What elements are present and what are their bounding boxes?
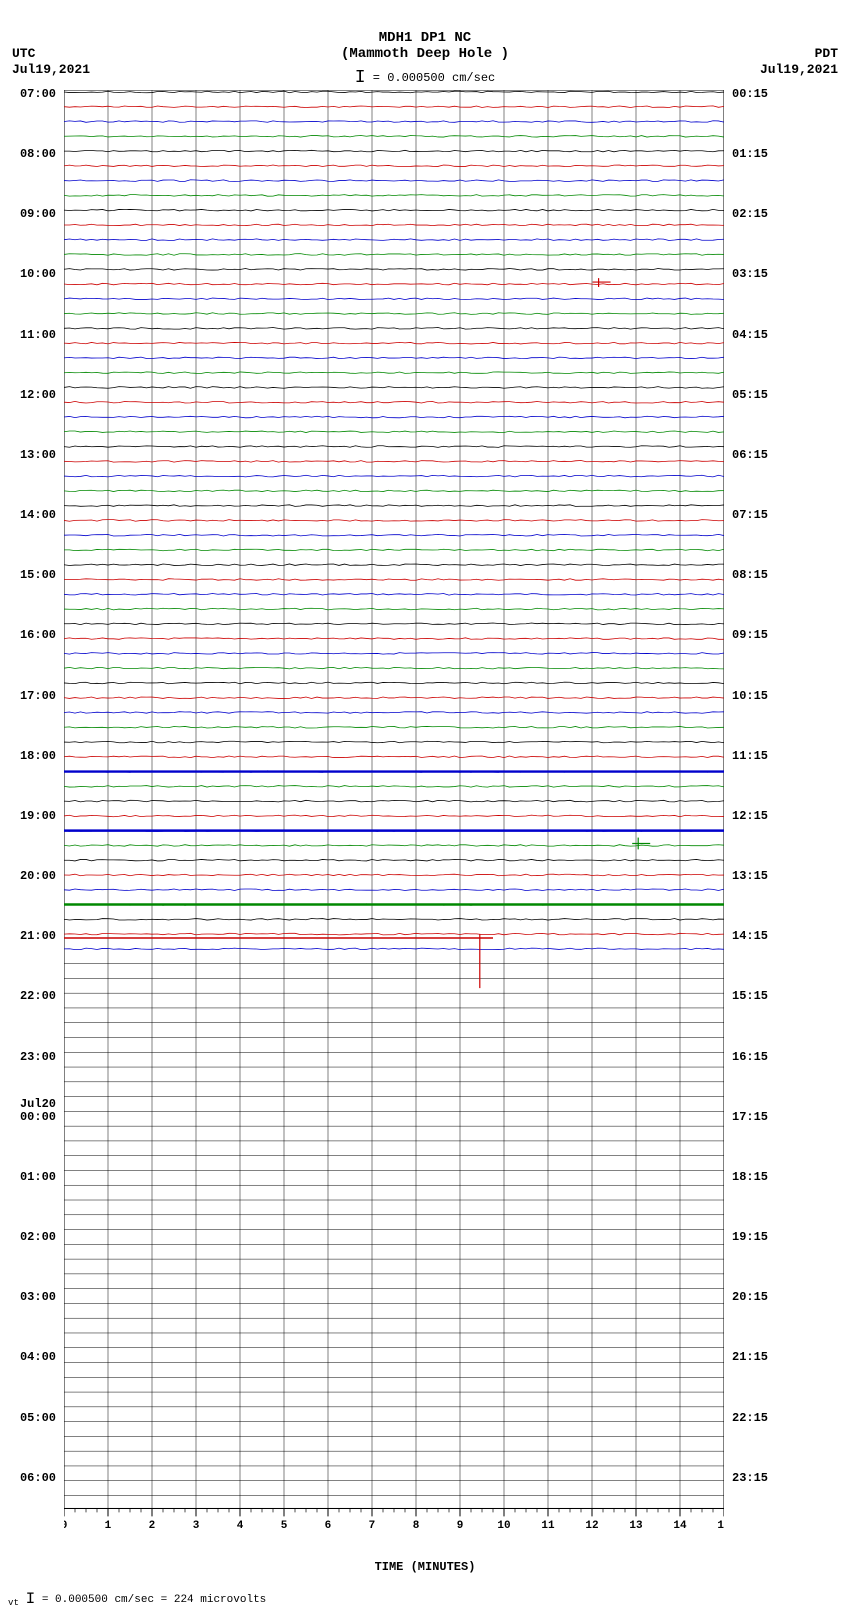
left-hour-label: 20:00 [20, 869, 56, 883]
right-hour-label: 02:15 [732, 207, 768, 221]
timezone-right: PDT [815, 46, 838, 61]
svg-text:15: 15 [717, 1520, 724, 1532]
left-hour-label: 13:00 [20, 448, 56, 462]
left-hour-label: 06:00 [20, 1471, 56, 1485]
right-hour-label: 14:15 [732, 929, 768, 943]
right-hour-label: 06:15 [732, 448, 768, 462]
svg-text:12: 12 [585, 1520, 598, 1532]
svg-text:13: 13 [629, 1520, 642, 1532]
right-hour-label: 19:15 [732, 1230, 768, 1244]
right-hour-label: 22:15 [732, 1411, 768, 1425]
left-hour-label: 04:00 [20, 1350, 56, 1364]
svg-text:11: 11 [541, 1520, 555, 1532]
left-hour-label: 03:00 [20, 1290, 56, 1304]
right-hour-label: 18:15 [732, 1170, 768, 1184]
svg-text:2: 2 [149, 1520, 156, 1532]
left-hour-label: 10:00 [20, 267, 56, 281]
right-hour-label: 04:15 [732, 328, 768, 342]
left-hour-label: 21:00 [20, 929, 56, 943]
right-hour-label: 00:15 [732, 87, 768, 101]
date-prefix: Jul20 [20, 1097, 56, 1111]
footer-text: = 0.000500 cm/sec = 224 microvolts [42, 1594, 266, 1606]
right-hour-label: 16:15 [732, 1050, 768, 1064]
left-hour-label: 15:00 [20, 568, 56, 582]
left-hour-label: 19:00 [20, 809, 56, 823]
svg-text:3: 3 [193, 1520, 200, 1532]
right-hour-label: 20:15 [732, 1290, 768, 1304]
footer-sub: vt [8, 1597, 19, 1608]
right-hour-label: 23:15 [732, 1471, 768, 1485]
right-hour-label: 10:15 [732, 689, 768, 703]
svg-text:8: 8 [413, 1520, 420, 1532]
left-hour-label: 02:00 [20, 1230, 56, 1244]
left-hour-label: 05:00 [20, 1411, 56, 1425]
left-hour-label: 14:00 [20, 508, 56, 522]
scale-tick-icon: I [355, 68, 366, 88]
svg-text:4: 4 [237, 1520, 244, 1532]
left-hour-label: 12:00 [20, 388, 56, 402]
x-axis-label: TIME (MINUTES) [0, 1560, 850, 1574]
right-hour-label: 12:15 [732, 809, 768, 823]
left-hour-label: 11:00 [20, 328, 56, 342]
right-hour-label: 17:15 [732, 1110, 768, 1124]
left-time-labels: 07:00 08:00 09:00 10:00 11:00 12:00 13:00 14:00… [0, 90, 60, 1534]
left-hour-label: 07:00 [20, 87, 56, 101]
right-hour-label: 09:15 [732, 628, 768, 642]
seismogram-plot: 0123456789101112131415 [64, 90, 724, 1534]
footer-tick-icon: I [26, 1590, 36, 1608]
right-time-labels: 00:15 01:15 02:15 03:15 04:15 05:15 06:15 07:15… [728, 90, 788, 1534]
left-hour-label: 16:00 [20, 628, 56, 642]
scale-value: = 0.000500 cm/sec [373, 71, 495, 85]
left-hour-label: 22:00 [20, 989, 56, 1003]
svg-text:9: 9 [457, 1520, 464, 1532]
left-hour-label: 23:00 [20, 1050, 56, 1064]
left-hour-label: 08:00 [20, 147, 56, 161]
date-left: Jul19,2021 [12, 62, 90, 77]
right-hour-label: 05:15 [732, 388, 768, 402]
left-hour-label: 00:00 [20, 1110, 56, 1124]
right-hour-label: 01:15 [732, 147, 768, 161]
timezone-left: UTC [12, 46, 35, 61]
svg-text:6: 6 [325, 1520, 332, 1532]
right-hour-label: 21:15 [732, 1350, 768, 1364]
station-title: MDH1 DP1 NC [0, 30, 850, 46]
station-location: (Mammoth Deep Hole ) [0, 46, 850, 62]
left-hour-label: 18:00 [20, 749, 56, 763]
header-scale: I = 0.000500 cm/sec [355, 68, 495, 88]
right-hour-label: 03:15 [732, 267, 768, 281]
right-hour-label: 13:15 [732, 869, 768, 883]
svg-text:0: 0 [64, 1520, 67, 1532]
footer-scale: vt I = 0.000500 cm/sec = 224 microvolts [8, 1590, 266, 1608]
right-hour-label: 15:15 [732, 989, 768, 1003]
svg-text:14: 14 [673, 1520, 687, 1532]
right-hour-label: 07:15 [732, 508, 768, 522]
svg-text:10: 10 [497, 1520, 510, 1532]
left-hour-label: 09:00 [20, 207, 56, 221]
svg-text:5: 5 [281, 1520, 288, 1532]
svg-text:1: 1 [105, 1520, 112, 1532]
right-hour-label: 11:15 [732, 749, 768, 763]
left-hour-label: 01:00 [20, 1170, 56, 1184]
svg-text:7: 7 [369, 1520, 376, 1532]
left-hour-label: 17:00 [20, 689, 56, 703]
date-right: Jul19,2021 [760, 62, 838, 77]
right-hour-label: 08:15 [732, 568, 768, 582]
